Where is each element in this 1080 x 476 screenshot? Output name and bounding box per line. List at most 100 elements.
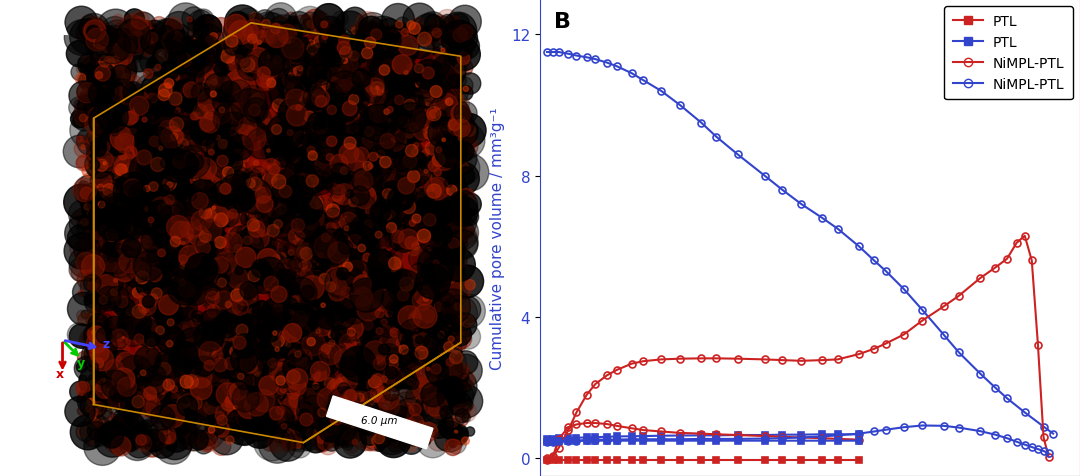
Circle shape [455,166,460,172]
Circle shape [292,188,297,194]
Circle shape [343,258,365,279]
Circle shape [122,15,144,37]
Circle shape [426,351,463,388]
Circle shape [387,101,399,114]
Circle shape [230,347,241,357]
Circle shape [363,85,382,104]
Circle shape [318,45,328,55]
Circle shape [163,81,175,93]
Circle shape [431,251,456,276]
Circle shape [151,288,162,299]
Circle shape [455,134,465,145]
Circle shape [269,115,293,139]
Circle shape [388,188,410,212]
Circle shape [312,372,324,384]
Circle shape [448,230,477,260]
Circle shape [418,33,431,47]
Circle shape [79,14,109,44]
Circle shape [163,182,185,204]
Circle shape [149,389,176,416]
Circle shape [179,55,211,86]
Circle shape [127,182,146,200]
Circle shape [413,377,436,400]
Circle shape [254,425,291,461]
Circle shape [237,34,264,62]
Circle shape [133,91,138,98]
Circle shape [251,174,257,181]
Circle shape [212,342,240,370]
Circle shape [402,218,409,225]
Circle shape [362,319,373,331]
Circle shape [336,85,341,90]
Circle shape [183,163,200,180]
Circle shape [190,367,212,388]
Circle shape [388,211,395,218]
Circle shape [90,104,103,117]
Circle shape [254,208,257,211]
Circle shape [112,246,118,252]
Circle shape [292,219,305,233]
Circle shape [314,177,325,187]
Circle shape [338,268,364,293]
Circle shape [112,331,117,336]
Circle shape [367,328,397,358]
Circle shape [166,341,173,347]
Circle shape [229,115,240,126]
Circle shape [168,34,179,45]
Circle shape [388,240,393,246]
Circle shape [252,257,256,261]
Circle shape [311,360,328,377]
Circle shape [273,186,307,219]
Circle shape [79,92,95,109]
Circle shape [465,248,470,251]
Circle shape [428,80,447,99]
Circle shape [374,89,400,115]
Circle shape [409,336,419,346]
Circle shape [374,433,384,444]
Circle shape [295,296,332,333]
Circle shape [104,416,127,439]
Circle shape [217,156,228,167]
Circle shape [202,34,218,50]
Circle shape [445,99,453,106]
Circle shape [387,190,423,227]
Circle shape [179,123,198,141]
Circle shape [399,229,418,249]
Circle shape [369,131,378,139]
Circle shape [357,237,379,258]
Circle shape [134,74,170,109]
Circle shape [65,397,95,426]
Circle shape [446,186,457,196]
Circle shape [238,394,266,422]
Circle shape [176,329,183,335]
Circle shape [363,262,388,287]
Circle shape [326,154,334,161]
Circle shape [224,163,234,173]
Circle shape [417,175,424,183]
Circle shape [168,93,183,106]
Circle shape [418,389,430,402]
Circle shape [422,149,430,157]
Circle shape [366,209,394,238]
Circle shape [134,204,171,240]
Circle shape [295,138,311,154]
Circle shape [152,167,173,188]
Circle shape [438,367,449,377]
Circle shape [295,232,305,241]
Circle shape [258,315,283,340]
Circle shape [335,371,357,393]
Circle shape [448,120,460,131]
Circle shape [339,270,348,278]
Circle shape [318,23,320,26]
Circle shape [378,108,382,113]
Circle shape [434,379,464,409]
Circle shape [217,305,233,320]
Circle shape [411,153,431,173]
Circle shape [365,211,372,218]
Circle shape [296,160,329,194]
Circle shape [365,430,370,436]
Circle shape [195,82,213,99]
Circle shape [388,270,422,305]
Circle shape [102,370,130,399]
Circle shape [90,307,97,314]
